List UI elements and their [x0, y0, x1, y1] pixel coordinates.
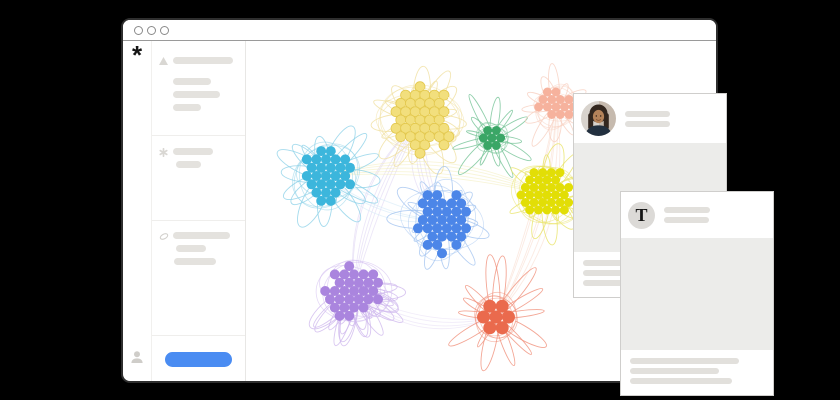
skeleton-bar: [664, 207, 710, 213]
cluster-green[interactable]: [452, 93, 533, 179]
person-card-header: [574, 94, 726, 143]
skeleton-bar: [625, 110, 670, 117]
publisher-card-title-bars: [664, 203, 710, 227]
publisher-card-image-area: [621, 238, 773, 350]
publisher-card[interactable]: T: [620, 191, 774, 396]
sidebar-item-2[interactable]: [152, 221, 245, 336]
skeleton-bar: [173, 57, 233, 64]
skeleton-bar: [174, 258, 216, 265]
person-card-title-bars: [625, 107, 670, 131]
skeleton-bar: [173, 104, 201, 111]
window-titlebar: [123, 20, 716, 41]
skeleton-bar: [583, 270, 653, 276]
sidebar-item-0[interactable]: [152, 41, 245, 136]
sidebar-footer: [152, 336, 245, 381]
window-control-circle[interactable]: [160, 25, 169, 35]
sidebar: [152, 41, 246, 381]
nyt-fraktur-t-icon: T: [628, 201, 655, 229]
skeleton-bar: [630, 358, 739, 364]
app-logo-asterisk-icon[interactable]: *: [131, 40, 143, 70]
cluster-chartreuse[interactable]: [504, 142, 597, 246]
skeleton-bar: [176, 245, 206, 252]
window-control-circle[interactable]: [134, 25, 143, 35]
sidebar-item-1[interactable]: [152, 136, 245, 221]
network-flower-visualization[interactable]: [246, 41, 715, 381]
skeleton-bar: [173, 78, 211, 85]
publisher-card-text-bars: [621, 350, 773, 395]
person-avatar: [581, 101, 616, 136]
leaf-icon: [158, 232, 169, 335]
sidebar-sections: [152, 41, 245, 336]
skeleton-bar: [176, 161, 201, 168]
left-rail: *: [123, 41, 152, 381]
triangle-up-icon: [158, 57, 169, 135]
primary-action-button[interactable]: [165, 352, 232, 367]
skeleton-bar: [173, 91, 220, 98]
window-control-circle[interactable]: [147, 25, 156, 35]
cluster-purple[interactable]: [304, 252, 407, 348]
publisher-card-header: T: [621, 192, 773, 238]
cluster-gold[interactable]: [370, 65, 469, 178]
skeleton-bar: [173, 148, 213, 155]
cluster-blue[interactable]: [386, 166, 492, 271]
skeleton-bar: [630, 368, 719, 374]
skeleton-bar: [625, 120, 670, 127]
bloom-icon: [158, 148, 169, 220]
user-icon[interactable]: [130, 350, 144, 369]
cluster-sky[interactable]: [274, 122, 381, 232]
cluster-red[interactable]: [446, 254, 549, 372]
skeleton-bar: [630, 378, 732, 384]
skeleton-bar: [173, 232, 230, 239]
skeleton-bar: [664, 217, 709, 223]
